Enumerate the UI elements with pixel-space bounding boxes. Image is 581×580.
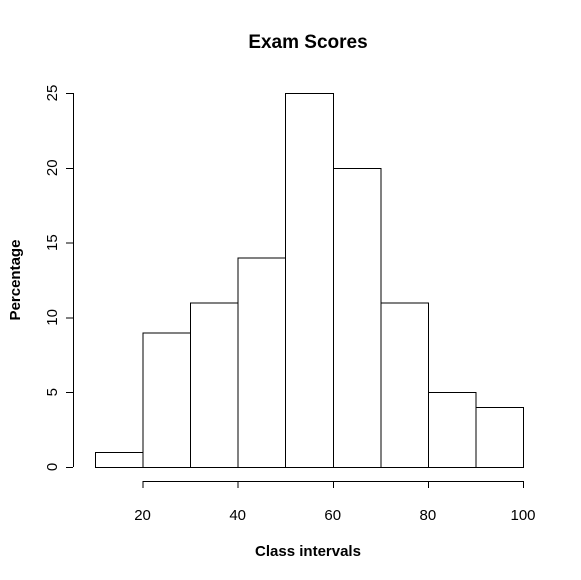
histogram-bar-1 [95, 452, 144, 469]
y-axis-label: Percentage [7, 240, 24, 321]
x-axis: 20 40 60 80 100 [134, 481, 536, 524]
x-tick-label-60: 60 [324, 507, 341, 524]
y-tick-label-20: 20 [44, 159, 61, 176]
histogram-bar-5 [285, 93, 334, 468]
x-tick-label-20: 20 [134, 507, 151, 524]
histogram-bar-6 [332, 167, 382, 469]
histogram-bar-7 [380, 302, 429, 468]
chart-title: Exam Scores [248, 32, 367, 53]
histogram-bar-9 [475, 407, 525, 469]
histogram-bar-2 [142, 332, 192, 468]
y-tick-label-25: 25 [44, 85, 61, 102]
x-tick-label-80: 80 [420, 507, 437, 524]
y-tick-label-10: 10 [44, 309, 61, 326]
x-tick-label-100: 100 [510, 507, 535, 524]
histogram-bar-3 [190, 302, 239, 468]
y-tick-label-15: 15 [44, 234, 61, 251]
y-axis: 0 5 10 15 20 25 [44, 85, 74, 471]
x-tick-label-40: 40 [229, 507, 246, 524]
y-tick-label-5: 5 [44, 388, 61, 396]
histogram-bars [95, 93, 525, 469]
histogram-bar-4 [237, 257, 287, 468]
histogram-bar-8 [427, 392, 477, 469]
x-axis-label: Class intervals [255, 543, 361, 560]
y-tick-label-0: 0 [44, 463, 61, 471]
